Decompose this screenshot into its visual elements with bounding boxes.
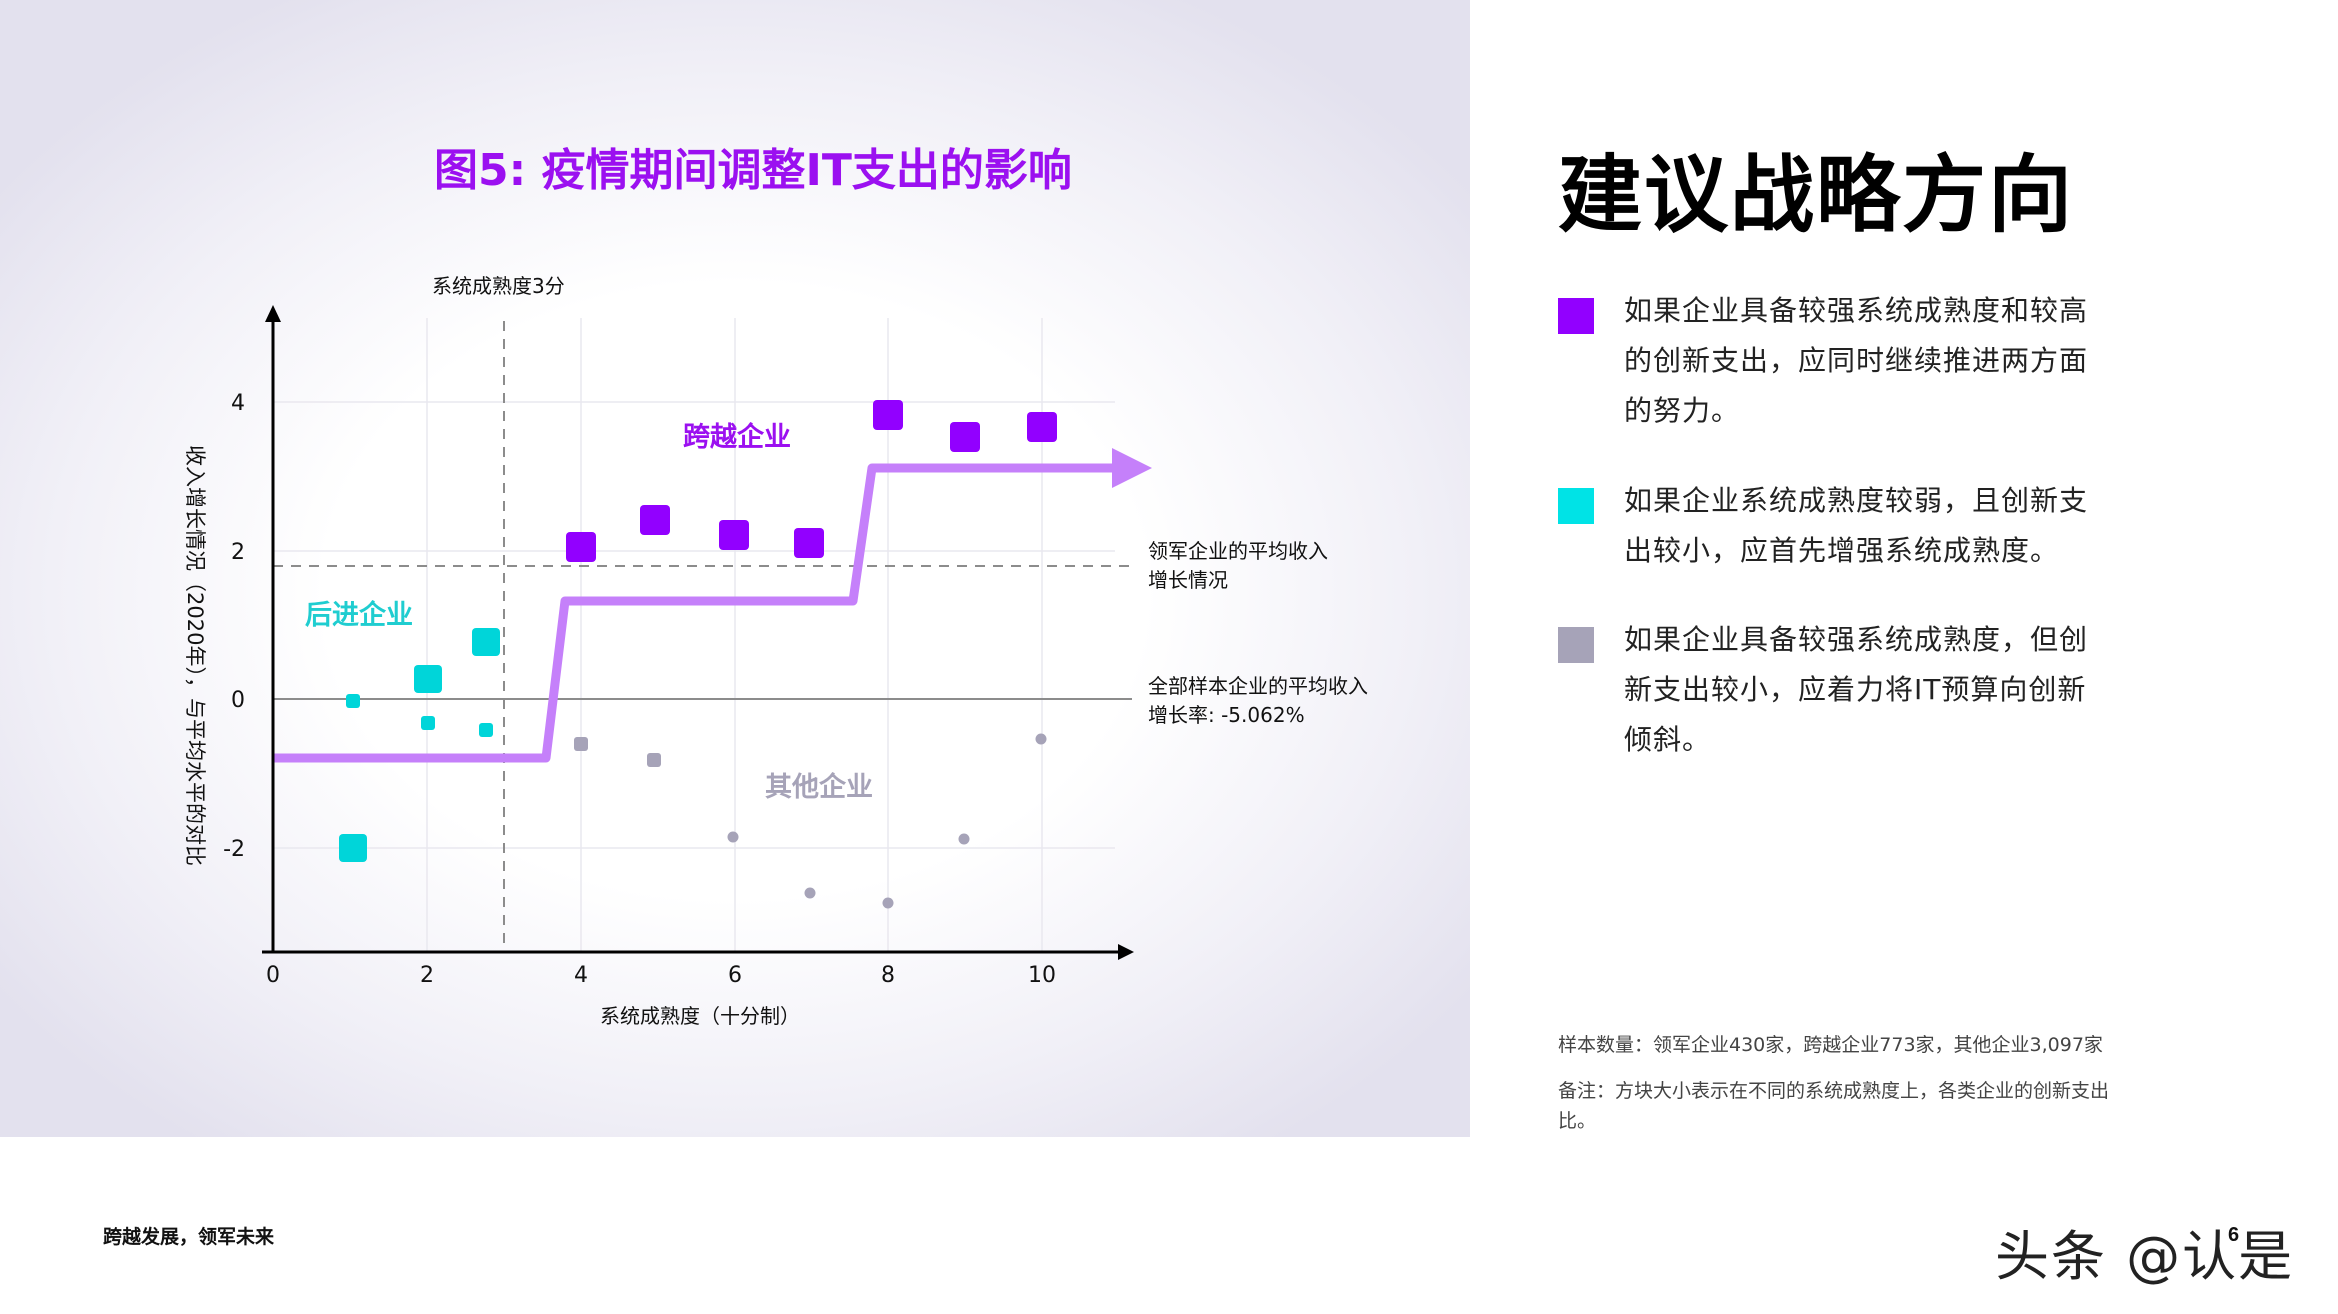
y-tick: -2 xyxy=(223,837,245,862)
remark-note: 备注：方块大小表示在不同的系统成熟度上，各类企业的创新支出比。 xyxy=(1558,1080,2110,1132)
footer-tagline: 跨越发展，领军未来 xyxy=(103,1226,275,1248)
maturity-3-label: 系统成熟度3分 xyxy=(432,274,565,298)
trend-arrow-head xyxy=(1112,448,1152,488)
average-line-label: 全部样本企业的平均收入 xyxy=(1148,674,1368,698)
x-tick: 8 xyxy=(881,963,895,988)
group-label-other: 其他企业 xyxy=(765,771,873,803)
y-tick: 2 xyxy=(231,540,245,565)
series-laggard xyxy=(339,628,500,862)
average-line-label: 增长率: -5.062% xyxy=(1148,703,1305,727)
x-tick: 6 xyxy=(728,963,742,988)
y-tick: 0 xyxy=(231,688,245,713)
y-axis-label: 收入增长情况（2020年），与平均水平的对比 xyxy=(183,445,207,866)
recommendation-item: 如果企业系统成熟度较弱，且创新支出较小，应首先增强系统成熟度。 xyxy=(1558,476,2098,576)
legend-swatch-leapfrog xyxy=(1558,298,1594,334)
x-axis-arrow xyxy=(1118,944,1134,960)
sample-size-note: 样本数量：领军企业430家，跨越企业773家，其他企业3,097家 xyxy=(1558,1034,2103,1056)
watermark: 头条 @认是 xyxy=(1995,1225,2295,1288)
recommendation-text: 如果企业系统成熟度较弱，且创新支出较小，应首先增强系统成熟度。 xyxy=(1624,484,2089,567)
section-title: 建议战略方向 xyxy=(1558,146,2075,244)
x-tick: 10 xyxy=(1028,963,1056,988)
group-label-leapfrog: 跨越企业 xyxy=(683,421,791,453)
page-number: 6 xyxy=(2228,1224,2240,1246)
recommendation-text: 如果企业具备较强系统成熟度，但创新支出较小，应着力将IT预算向创新倾斜。 xyxy=(1624,623,2089,756)
x-tick: 2 xyxy=(420,963,434,988)
legend-swatch-laggard xyxy=(1558,488,1594,524)
recommendation-item: 如果企业具备较强系统成熟度，但创新支出较小，应着力将IT预算向创新倾斜。 xyxy=(1558,615,2098,765)
leader-line-label: 增长情况 xyxy=(1148,568,1228,592)
y-axis-arrow xyxy=(265,305,281,322)
x-tick: 0 xyxy=(266,963,280,988)
y-tick: 4 xyxy=(231,391,245,416)
group-label-laggard: 后进企业 xyxy=(305,599,413,631)
series-leapfrog xyxy=(566,400,1057,562)
legend-swatch-other xyxy=(1558,627,1594,663)
series-other xyxy=(574,733,1047,909)
trend-line xyxy=(273,463,1120,763)
recommendation-text: 如果企业具备较强系统成熟度和较高的创新支出，应同时继续推进两方面的努力。 xyxy=(1624,294,2089,427)
recommendation-item: 如果企业具备较强系统成熟度和较高的创新支出，应同时继续推进两方面的努力。 xyxy=(1558,286,2098,436)
x-axis-label: 系统成熟度（十分制） xyxy=(600,1004,800,1028)
gridlines xyxy=(273,318,1115,952)
x-tick: 4 xyxy=(574,963,588,988)
scatter-chart: 0 2 4 6 8 10 4 2 0 -2 系统成熟度3分 领军企业的平均收入 … xyxy=(183,274,1368,1028)
leader-line-label: 领军企业的平均收入 xyxy=(1148,539,1328,563)
chart-title: 图5: 疫情期间调整IT支出的影响 xyxy=(434,145,1072,196)
